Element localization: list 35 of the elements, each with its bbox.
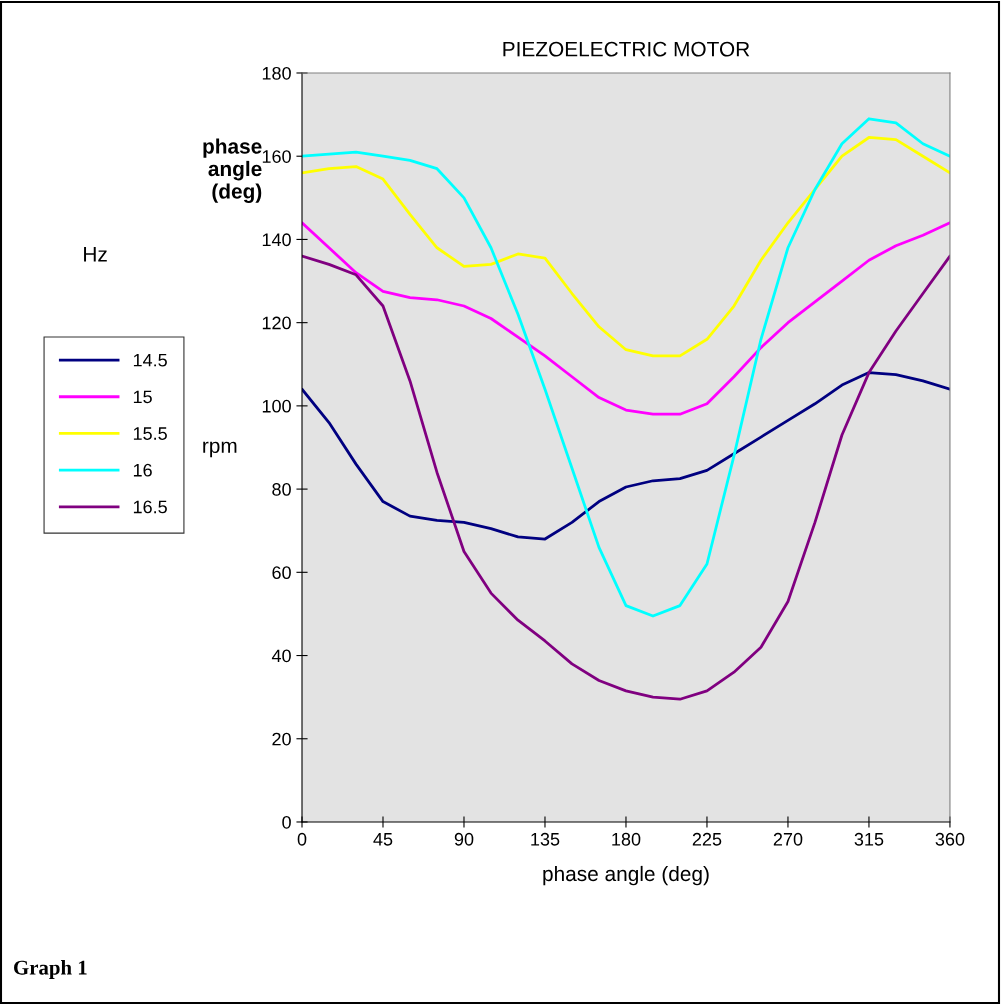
line-series bbox=[302, 371, 950, 541]
legend-title: Hz bbox=[84, 247, 107, 262]
y-tick-label: 120 bbox=[262, 316, 291, 330]
x-tick-label: 90 bbox=[454, 832, 474, 846]
x-tick-label: 45 bbox=[373, 833, 393, 846]
x-tick-label: 315 bbox=[854, 832, 884, 846]
legend-label: 14.5 bbox=[133, 353, 167, 367]
y-tick-label: 20 bbox=[272, 732, 291, 746]
y-tick-label: 160 bbox=[262, 150, 291, 163]
y-axis-title: rpm bbox=[203, 441, 237, 458]
line-series bbox=[302, 254, 950, 701]
x-tick-label: 270 bbox=[773, 832, 803, 846]
y-tick-label: 80 bbox=[272, 483, 291, 496]
x-tick-label: 180 bbox=[612, 832, 641, 846]
line-series bbox=[302, 117, 950, 618]
caption: Graph 1 bbox=[14, 960, 87, 979]
legend-label: 16.5 bbox=[133, 500, 167, 514]
line-series bbox=[302, 136, 950, 358]
x-tick-label: 360 bbox=[935, 832, 965, 846]
chart-title: PIEZOELECTRIC MOTOR bbox=[503, 41, 750, 57]
line-series bbox=[302, 221, 950, 416]
legend-label: 15.5 bbox=[133, 427, 167, 440]
y-tick-label: 100 bbox=[262, 399, 291, 413]
y-tick-label: 40 bbox=[271, 649, 291, 663]
legend-label: 16 bbox=[133, 463, 152, 477]
y-tick-label: 0 bbox=[282, 815, 291, 829]
text: phase angle (deg) bbox=[203, 138, 262, 203]
y-tick-label: 60 bbox=[272, 566, 291, 580]
x-tick-label: 135 bbox=[531, 832, 560, 846]
legend-label: 15 bbox=[133, 390, 152, 404]
y-tick-label: 140 bbox=[262, 233, 291, 247]
x-tick-label: 0 bbox=[297, 832, 307, 846]
x-tick-label: 225 bbox=[692, 832, 722, 846]
y-tick-label: 180 bbox=[262, 66, 291, 80]
x-axis-title: phase angle (deg) bbox=[543, 865, 709, 886]
